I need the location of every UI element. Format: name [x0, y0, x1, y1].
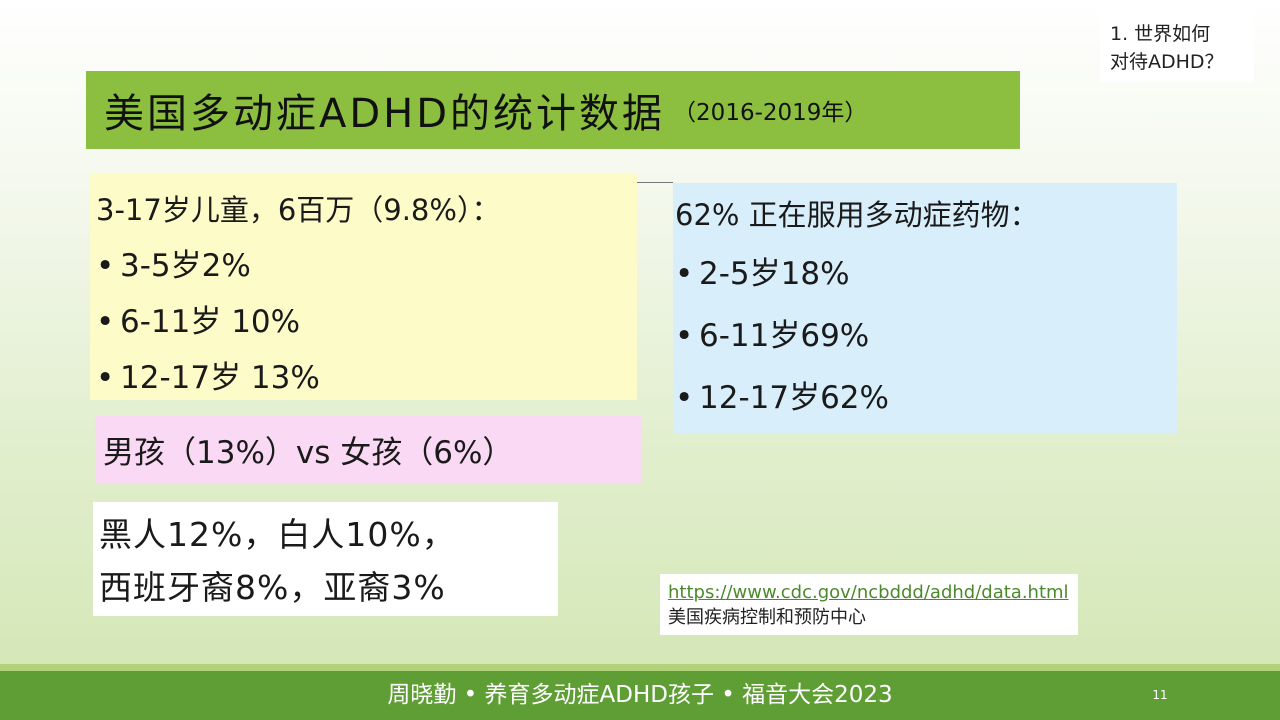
list-item: • 12-17岁 13% — [96, 350, 637, 406]
bullet-icon: • — [675, 380, 694, 416]
page-number: 11 — [1152, 688, 1168, 702]
bullet-icon: • — [96, 304, 115, 340]
gender-stats-text: 男孩（13%）vs 女孩（6%） — [103, 435, 514, 471]
list-item-text: 12-17岁 13% — [120, 360, 320, 396]
list-item-text: 2-5岁18% — [699, 256, 850, 292]
medication-stats-box: 62% 正在服用多动症药物： • 2-5岁18% • 6-11岁69% • 12-17… — [673, 183, 1177, 433]
ethnicity-stats-line2: 西班牙裔8%，亚裔3% — [99, 568, 446, 607]
bullet-icon: • — [96, 248, 115, 284]
gender-stats-box: 男孩（13%）vs 女孩（6%） — [95, 416, 641, 483]
list-item: • 12-17岁62% — [675, 367, 1177, 429]
list-item-text: 6-11岁69% — [699, 318, 870, 354]
medication-stats-heading: 62% 正在服用多动症药物： — [675, 198, 1039, 232]
slide-title: 美国多动症ADHD的统计数据 — [104, 91, 666, 137]
divider-line — [637, 182, 673, 183]
section-note-line1: 1. 世界如何 — [1110, 23, 1211, 45]
list-item: • 6-11岁69% — [675, 305, 1177, 367]
list-item: • 3-5岁2% — [96, 238, 637, 294]
slide-title-years: （2016-2019年） — [673, 100, 868, 126]
list-item-text: 3-5岁2% — [120, 248, 251, 284]
list-item-text: 12-17岁62% — [699, 380, 889, 416]
ethnicity-stats-box: 黑人12%，白人10%， 西班牙裔8%，亚裔3% — [93, 502, 558, 616]
footer-bar — [0, 671, 1280, 720]
ethnicity-stats-line1: 黑人12%，白人10%， — [99, 515, 456, 554]
medication-stats-list: • 2-5岁18% • 6-11岁69% • 12-17岁62% — [675, 243, 1177, 429]
list-item: • 6-11岁 10% — [96, 294, 637, 350]
list-item: • 2-5岁18% — [675, 243, 1177, 305]
footer-text: 周晓勤 • 养育多动症ADHD孩子 • 福音大会2023 — [387, 682, 893, 708]
source-link[interactable]: https://www.cdc.gov/ncbddd/adhd/data.htm… — [668, 582, 1069, 603]
children-stats-box: 3-17岁儿童，6百万（9.8%）： • 3-5岁2% • 6-11岁 10% • 1… — [90, 174, 637, 400]
section-note-line2: 对待ADHD？ — [1110, 51, 1224, 73]
title-banner: 美国多动症ADHD的统计数据 （2016-2019年） — [86, 71, 1020, 149]
source-box: https://www.cdc.gov/ncbddd/adhd/data.htm… — [660, 574, 1078, 635]
source-organization: 美国疾病控制和预防中心 — [668, 607, 866, 628]
children-stats-list: • 3-5岁2% • 6-11岁 10% • 12-17岁 13% — [96, 238, 637, 406]
footer-accent-line — [0, 664, 1280, 671]
section-note: 1. 世界如何 对待ADHD？ — [1100, 14, 1254, 82]
bullet-icon: • — [96, 360, 115, 396]
list-item-text: 6-11岁 10% — [120, 304, 301, 340]
bullet-icon: • — [675, 256, 694, 292]
children-stats-heading: 3-17岁儿童，6百万（9.8%）： — [96, 193, 501, 227]
bullet-icon: • — [675, 318, 694, 354]
